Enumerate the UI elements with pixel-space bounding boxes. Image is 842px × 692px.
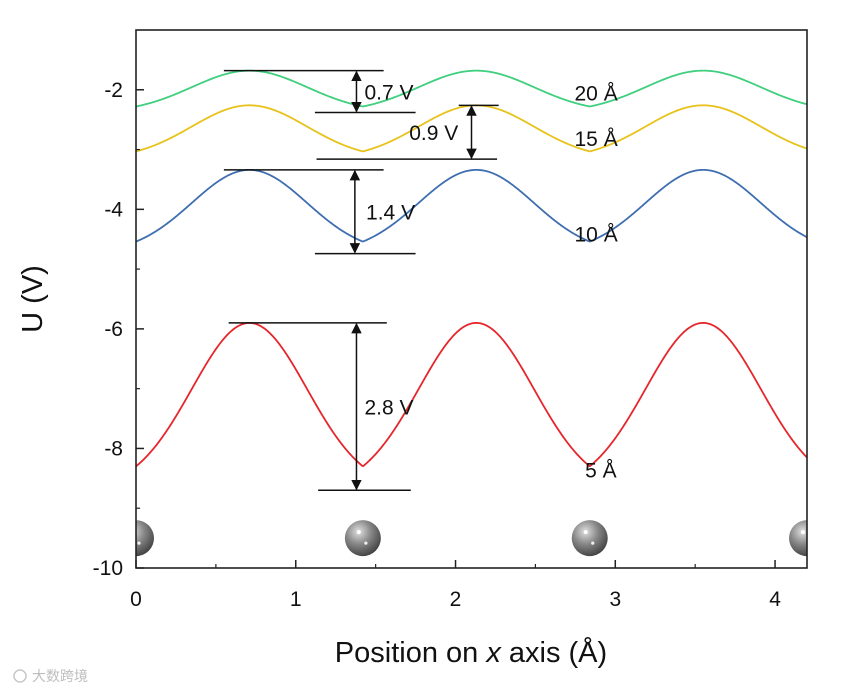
atoms-layer <box>130 520 811 557</box>
y-tick-label: -2 <box>104 79 123 102</box>
y-tick-label: -10 <box>93 557 123 580</box>
atom-sphere <box>789 520 807 557</box>
curves-layer: 20 Å 15 Å 10 Å 5 Å <box>136 69 807 482</box>
x-axis: 0 1 2 3 4 <box>130 560 781 611</box>
series-line <box>136 69 807 108</box>
series-label: 20 Å <box>575 82 618 105</box>
voltage-label: 2.8 V <box>364 397 413 420</box>
y-tick-label: -8 <box>104 437 123 460</box>
atom-sphere <box>344 520 381 557</box>
x-tick-label: 3 <box>609 588 621 611</box>
watermark-logo-icon <box>13 669 27 683</box>
atom-sphere <box>136 520 154 557</box>
x-axis-title-prefix: Position on <box>335 637 487 669</box>
series-line <box>136 168 807 243</box>
series-line <box>136 322 807 468</box>
x-axis-title-suffix: axis (Å) <box>501 636 607 669</box>
annotations-layer: 0.7 V 0.9 V 1.4 V 2.8 V <box>223 69 499 492</box>
y-tick-label: -6 <box>104 318 123 341</box>
atom-highlight <box>808 542 811 545</box>
voltage-label: 0.9 V <box>409 122 458 145</box>
atom-sphere <box>571 520 608 557</box>
atom-highlight <box>356 530 361 535</box>
plot-frame <box>135 29 808 569</box>
atom-highlight <box>801 530 805 535</box>
atom-highlight <box>583 530 588 535</box>
x-tick-label: 2 <box>450 588 462 611</box>
series-label: 10 Å <box>575 224 618 247</box>
x-axis-title-var: x <box>484 637 502 669</box>
voltage-label: 0.7 V <box>364 82 413 105</box>
series-label: 15 Å <box>575 128 618 151</box>
watermark-text: 大数跨境 <box>32 669 88 685</box>
x-tick-label: 0 <box>130 588 142 611</box>
x-axis-title: Position on x axis (Å) <box>335 636 607 669</box>
atom-highlight <box>591 541 595 545</box>
atom-highlight <box>130 530 134 534</box>
y-axis: -2 -4 -6 -8 -10 <box>93 79 144 580</box>
x-tick-label: 1 <box>290 588 302 611</box>
voltage-label: 1.4 V <box>366 202 415 225</box>
atom-highlight <box>364 541 368 545</box>
watermark: 大数跨境 <box>13 669 88 685</box>
y-axis-title: U (V) <box>17 265 49 333</box>
series-label: 5 Å <box>585 459 617 482</box>
atom-highlight <box>137 541 141 545</box>
x-tick-label: 4 <box>769 588 781 611</box>
y-tick-label: -4 <box>104 198 123 221</box>
